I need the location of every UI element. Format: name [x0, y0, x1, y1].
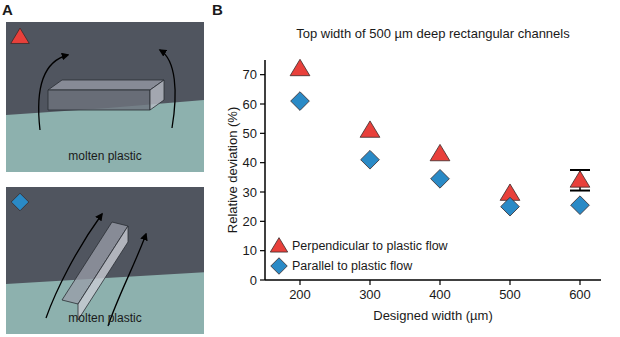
- x-tick-label: 200: [289, 287, 311, 302]
- x-tick: [439, 280, 440, 285]
- x-tick-label: 400: [429, 287, 451, 302]
- channel-side: [78, 226, 128, 320]
- panel-letter: A: [2, 1, 13, 18]
- y-tick: [260, 162, 265, 163]
- series: [291, 92, 590, 216]
- legend: Perpendicular to plastic flow Parallel to…: [270, 238, 448, 275]
- panel-label: molten plastic: [68, 149, 141, 163]
- molten-plastic-area: [6, 272, 204, 334]
- flow-arrow: [46, 214, 102, 318]
- x-axis-title: Designed width (µm): [373, 308, 492, 323]
- panel-icon: [11, 193, 29, 211]
- data-point: [360, 121, 380, 137]
- x-tick: [509, 280, 510, 285]
- y-tick: [260, 133, 265, 134]
- legend-label: Parallel to plastic flow: [292, 259, 413, 273]
- y-tick-label: 10: [243, 243, 257, 258]
- figure: Amolten plastic molten plastic B Top width …: [0, 0, 620, 337]
- y-axis-line: [264, 60, 266, 280]
- legend-marker: [271, 258, 288, 275]
- series: [290, 59, 590, 200]
- channel-top: [48, 80, 164, 90]
- panel-letter: B: [212, 1, 223, 18]
- data-point: [431, 169, 450, 188]
- x-tick-label: 600: [569, 287, 591, 302]
- data-point: [290, 59, 310, 75]
- y-tick: [260, 103, 265, 104]
- y-tick-label: 20: [243, 214, 257, 229]
- flow-arrow: [39, 55, 68, 130]
- y-tick: [260, 74, 265, 75]
- x-tick: [299, 280, 300, 285]
- y-tick-label: 40: [243, 155, 257, 170]
- legend-label: Perpendicular to plastic flow: [292, 239, 449, 253]
- channel-front: [48, 90, 150, 110]
- x-tick: [369, 280, 370, 285]
- y-tick-label: 30: [243, 185, 257, 200]
- y-tick-label: 60: [243, 97, 257, 112]
- y-tick: [260, 221, 265, 222]
- channel-side: [150, 80, 164, 110]
- x-tick-label: 500: [499, 287, 521, 302]
- data-point: [501, 197, 520, 216]
- panel-icon: [11, 28, 30, 43]
- error-bar-cap: [570, 190, 590, 192]
- x-axis-line: [265, 279, 601, 281]
- data-point: [361, 150, 380, 169]
- y-tick-label: 50: [243, 126, 257, 141]
- y-tick-label: 0: [250, 273, 257, 288]
- panel-background: [6, 187, 204, 334]
- data-point: [570, 171, 590, 187]
- y-tick: [260, 191, 265, 192]
- y-tick: [260, 250, 265, 251]
- legend-marker: [270, 238, 287, 252]
- y-axis-title: Relative deviation (%): [225, 107, 240, 233]
- diagram-panel: molten plastic: [6, 22, 204, 172]
- panel-label: molten plastic: [68, 311, 141, 325]
- x-tick: [579, 280, 580, 285]
- chart-title: Top width of 500 µm deep rectangular cha…: [296, 26, 570, 41]
- error-bar: [570, 170, 590, 191]
- data-point: [291, 92, 310, 111]
- y-tick-label: 70: [243, 67, 257, 82]
- x-tick-label: 300: [359, 287, 381, 302]
- flow-arrow: [160, 50, 175, 128]
- axes: 0 10 20 30 40 50 60 70 200 300 400 500 600: [243, 60, 601, 302]
- diagram-panels: molten plastic molten plastic: [6, 22, 204, 334]
- panel-background: [6, 22, 204, 172]
- y-tick: [260, 279, 265, 280]
- data-point: [430, 144, 450, 160]
- diagram-panel: molten plastic: [6, 187, 204, 334]
- plot-area: [290, 59, 590, 216]
- data-point: [571, 196, 590, 215]
